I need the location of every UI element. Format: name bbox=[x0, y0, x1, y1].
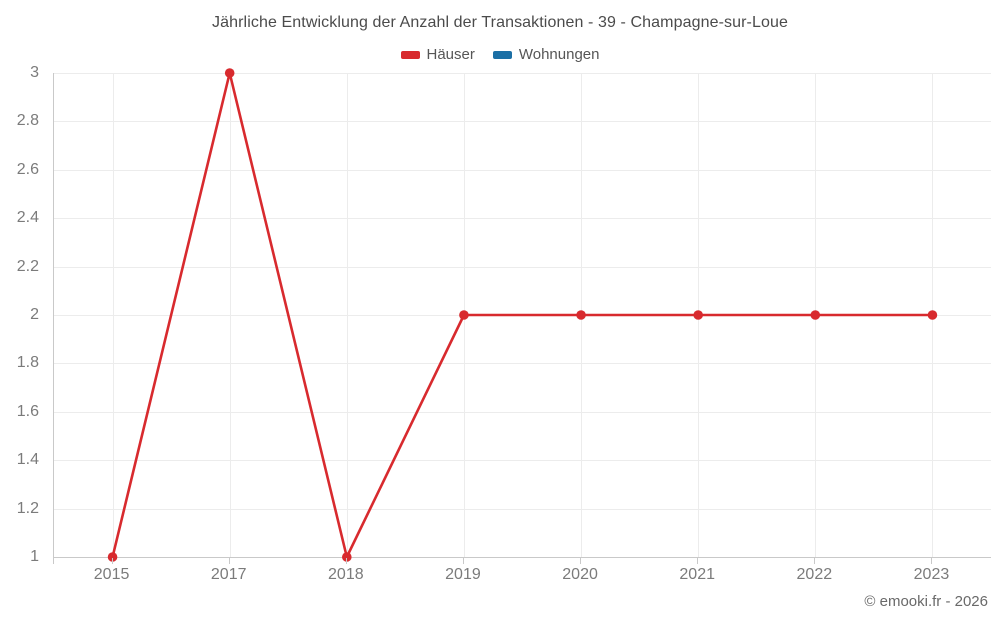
v-gridline bbox=[346, 73, 348, 557]
h-gridline bbox=[54, 121, 991, 123]
x-axis-tick bbox=[580, 558, 582, 564]
legend-item-haeuser[interactable]: Häuser bbox=[400, 46, 475, 63]
x-axis-tick bbox=[111, 558, 113, 564]
legend-swatch-haeuser-icon bbox=[400, 50, 420, 59]
y-axis: 1 1.2 1.4 1.6 1.8 2 2.2 2.4 2.6 2.8 3 bbox=[0, 64, 39, 565]
v-gridline bbox=[229, 73, 231, 557]
x-tick-label: 2022 bbox=[796, 566, 833, 583]
x-tick-label: 2020 bbox=[562, 566, 598, 583]
x-axis-tick bbox=[697, 558, 699, 564]
y-tick-label: 2.6 bbox=[16, 160, 39, 178]
legend: Häuser Wohnungen bbox=[0, 46, 1000, 63]
h-gridline bbox=[54, 508, 991, 510]
data-point[interactable] bbox=[459, 310, 469, 320]
y-tick-label: 1.8 bbox=[16, 354, 39, 372]
data-point[interactable] bbox=[693, 310, 703, 320]
h-gridline bbox=[54, 169, 991, 171]
v-gridline bbox=[112, 73, 114, 557]
h-gridline bbox=[54, 73, 991, 74]
legend-label-wohnungen: Wohnungen bbox=[518, 46, 600, 63]
x-tick-label: 2019 bbox=[445, 566, 481, 583]
line-series-häuser bbox=[111, 71, 934, 559]
h-gridline bbox=[54, 218, 991, 220]
x-axis-tick bbox=[53, 558, 54, 564]
x-axis-tick bbox=[345, 558, 347, 564]
data-point[interactable] bbox=[224, 68, 235, 78]
chart-title: Jährliche Entwicklung der Anzahl der Tra… bbox=[212, 14, 788, 31]
x-axis-tick bbox=[814, 558, 816, 564]
x-axis-tick bbox=[228, 558, 230, 564]
series-canvas bbox=[107, 68, 938, 562]
x-axis: 2015 2017 2018 2019 2020 2021 2022 2023 bbox=[53, 557, 990, 597]
x-tick-label: 2021 bbox=[679, 566, 715, 583]
y-tick-label: 2.2 bbox=[16, 257, 39, 275]
x-axis-tick bbox=[931, 558, 933, 564]
legend-item-wohnungen[interactable]: Wohnungen bbox=[492, 46, 600, 63]
copyright: © emooki.fr - 2026 bbox=[864, 593, 988, 610]
y-tick-label: 3 bbox=[30, 64, 39, 81]
h-gridline bbox=[54, 266, 991, 268]
data-point[interactable] bbox=[107, 552, 118, 562]
plot-area bbox=[53, 68, 991, 562]
x-axis-tick bbox=[462, 558, 464, 564]
y-tick-label: 1.6 bbox=[16, 402, 39, 420]
data-point[interactable] bbox=[927, 310, 938, 320]
y-tick-label: 1 bbox=[30, 548, 39, 565]
legend-label-haeuser: Häuser bbox=[426, 46, 475, 63]
h-gridline bbox=[54, 411, 991, 413]
legend-swatch-wohnungen-icon bbox=[492, 50, 512, 59]
y-tick-label: 1.4 bbox=[16, 451, 39, 469]
x-tick-label: 2015 bbox=[93, 566, 130, 583]
x-tick-label: 2017 bbox=[210, 566, 247, 583]
y-tick-label: 1.2 bbox=[16, 499, 39, 517]
h-gridline bbox=[54, 363, 991, 365]
data-point[interactable] bbox=[810, 310, 821, 320]
y-tick-label: 2.8 bbox=[16, 112, 39, 130]
data-point[interactable] bbox=[342, 552, 352, 562]
data-point[interactable] bbox=[576, 310, 586, 320]
x-tick-label: 2023 bbox=[913, 566, 950, 583]
y-tick-label: 2.4 bbox=[16, 209, 39, 227]
x-tick-label: 2018 bbox=[328, 566, 364, 583]
h-gridline bbox=[54, 460, 991, 462]
y-tick-label: 2 bbox=[30, 306, 39, 323]
